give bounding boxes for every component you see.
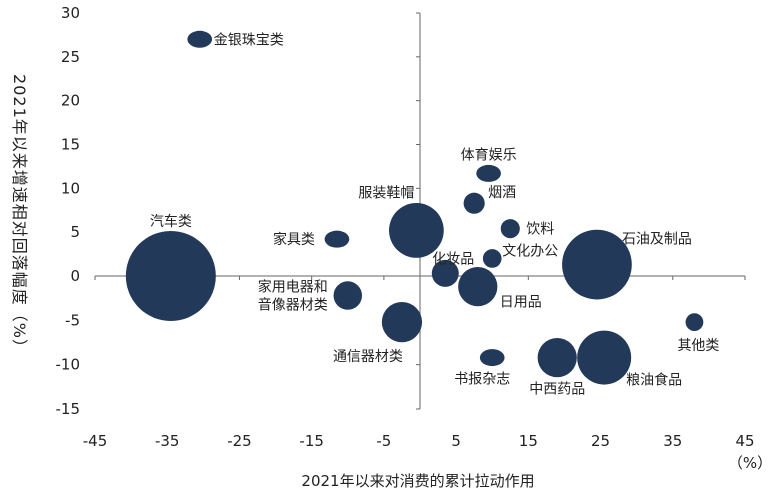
bubble-point [381,301,423,343]
bubble-label: 服装鞋帽 [358,185,414,201]
bubble-point [577,330,632,385]
y-axis-title: 2021年以来增速相对回落幅度（%） [10,74,29,356]
bubble-label: 汽车类 [150,213,192,230]
bubble-point [500,219,520,239]
x-tick-label: 5 [451,432,461,450]
bubble-label: 通信器材类 [333,349,403,365]
y-tick-label: 10 [61,179,80,197]
bubble-label: 文化办公 [502,243,558,259]
bubble-point [389,203,444,258]
x-tick-label: -45 [83,432,108,450]
axes: -45 -35 -25 -15 -5 5 15 25 35 45 30 25 20 15 10 5 0 -5 -10… [56,4,755,450]
y-tick-label: 20 [61,92,80,110]
bubble-point [333,281,363,310]
x-tick-label: 25 [591,432,610,450]
bubble-point [125,231,216,321]
bubble-point [562,229,632,300]
bubble-point [463,192,485,214]
bubble-label: 金银珠宝类 [214,32,284,48]
bubble-point [324,230,350,248]
bubble-label: 体育娱乐 [461,147,517,163]
x-tick-label: -5 [376,432,391,450]
bubble-label: 家用电器和音像器材类 [258,279,328,314]
x-tick-label: -35 [155,432,180,450]
x-tick-label: -25 [227,432,252,450]
x-axis-unit: （%） [728,454,772,472]
bubble-label: 家具类 [273,231,315,248]
bubble-label: 书报杂志 [454,372,510,388]
y-tick-label: 5 [70,223,80,241]
bubble-label: 日用品 [500,295,542,311]
bubble-point [431,259,459,287]
bubble-point [685,313,704,331]
bubble-label: 石油及制品 [622,232,692,248]
y-tick-label: 0 [70,267,80,285]
bubble-label: 化妆品 [432,251,474,267]
bubble-point [482,249,502,268]
x-tick-label: 15 [519,432,538,450]
y-tick-label: -15 [56,400,81,418]
x-tick-label: -15 [299,432,324,450]
y-tick-label: 30 [61,4,80,22]
bubble-label: 烟酒 [488,185,516,201]
y-tick-label: 15 [61,136,80,154]
bubble-point [458,267,498,307]
bubble-point [187,30,213,48]
x-tick-label: 45 [735,432,754,450]
x-tick-label: 35 [663,432,682,450]
bubble-point [476,164,501,182]
y-tick-label: -5 [65,311,80,329]
bubble-label: 其他类 [677,338,719,354]
bubbles [125,30,704,385]
bubble-label: 粮油食品 [626,372,682,389]
bubble-point [537,337,577,378]
y-tick-label: 25 [61,48,80,66]
bubble-point [479,349,505,367]
x-axis-title: 2021年以来对消费的累计拉动作用 [301,472,534,490]
bubble-label: 中西药品 [529,382,585,398]
y-tick-label: -10 [56,356,81,374]
bubble-label: 饮料 [526,222,554,238]
